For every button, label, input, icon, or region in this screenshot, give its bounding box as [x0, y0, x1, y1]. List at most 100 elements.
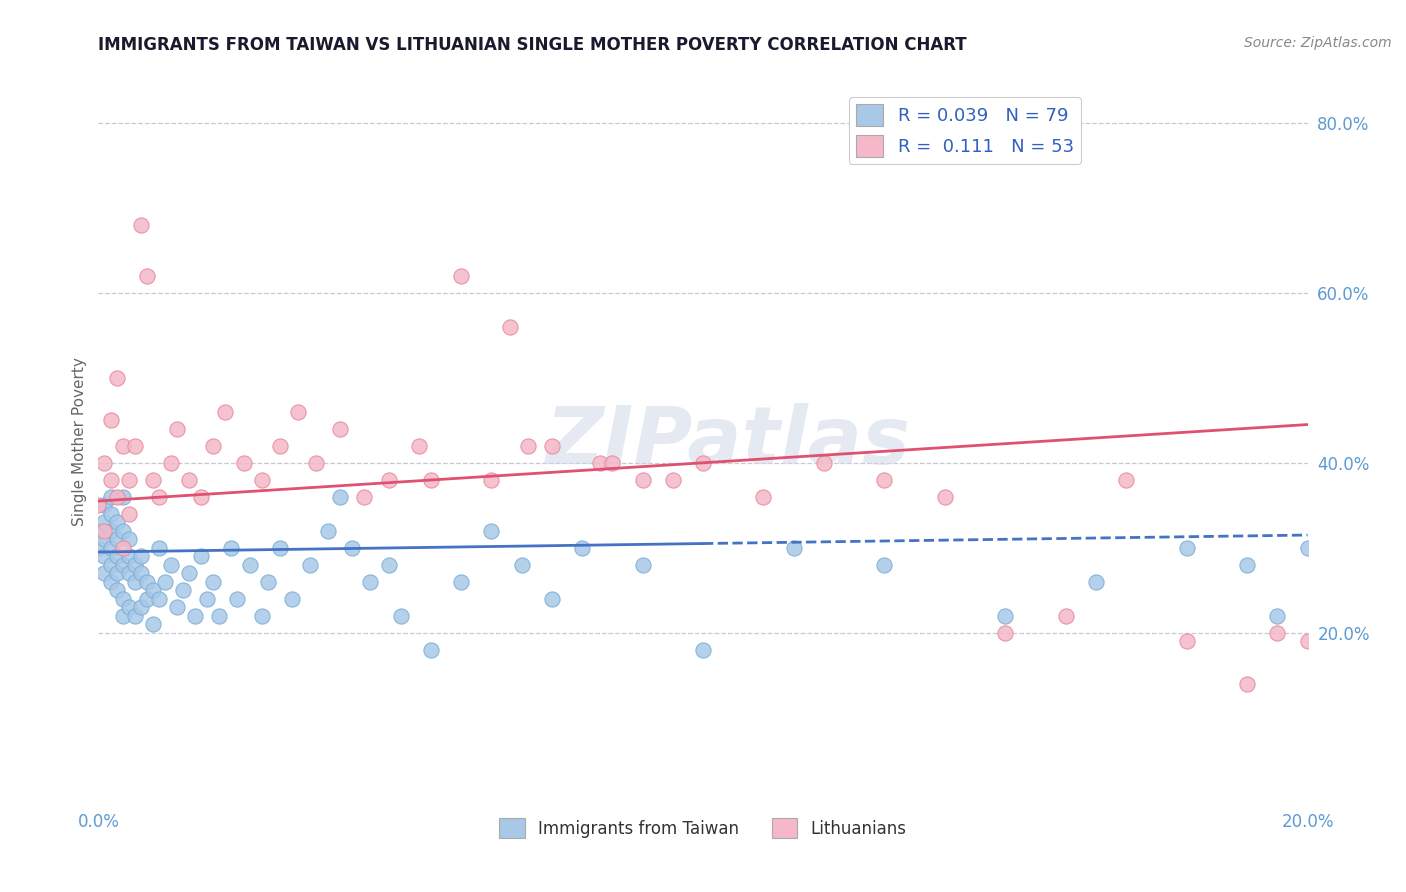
Point [172, 583, 194, 598]
Point [420, 473, 443, 487]
Point [118, 533, 141, 547]
Point [1085, 574, 1108, 589]
Point [752, 490, 775, 504]
Point [153, 574, 176, 589]
Point [100, 507, 122, 521]
Point [93, 566, 115, 581]
Point [93, 456, 115, 470]
Point [142, 617, 165, 632]
Point [589, 456, 612, 470]
Point [353, 490, 375, 504]
Point [111, 558, 134, 572]
Point [631, 558, 654, 572]
Point [481, 473, 503, 487]
Point [692, 456, 714, 470]
Point [1054, 608, 1077, 623]
Point [1236, 558, 1258, 572]
Point [179, 473, 201, 487]
Point [190, 549, 212, 564]
Point [377, 473, 399, 487]
Point [100, 413, 122, 427]
Point [105, 371, 128, 385]
Text: Source: ZipAtlas.com: Source: ZipAtlas.com [1244, 36, 1392, 50]
Point [202, 574, 225, 589]
Point [661, 473, 683, 487]
Point [287, 405, 309, 419]
Point [540, 439, 562, 453]
Point [93, 524, 115, 538]
Point [481, 524, 503, 538]
Point [118, 507, 141, 521]
Point [214, 405, 236, 419]
Point [208, 608, 231, 623]
Point [1175, 541, 1198, 555]
Legend: Immigrants from Taiwan, Lithuanians: Immigrants from Taiwan, Lithuanians [494, 812, 912, 845]
Point [105, 490, 128, 504]
Point [160, 456, 183, 470]
Point [124, 558, 146, 572]
Point [342, 541, 364, 555]
Point [239, 558, 262, 572]
Point [571, 541, 593, 555]
Point [93, 516, 115, 530]
Point [994, 608, 1017, 623]
Point [510, 558, 533, 572]
Point [783, 541, 806, 555]
Point [179, 566, 201, 581]
Point [129, 218, 152, 232]
Point [631, 473, 654, 487]
Point [250, 608, 273, 623]
Point [105, 583, 128, 598]
Point [135, 574, 157, 589]
Text: ZIPatlas: ZIPatlas [544, 402, 910, 481]
Point [813, 456, 835, 470]
Point [87, 498, 110, 512]
Point [111, 608, 134, 623]
Point [160, 558, 183, 572]
Point [305, 456, 328, 470]
Point [420, 642, 443, 657]
Point [994, 625, 1017, 640]
Point [105, 533, 128, 547]
Point [105, 549, 128, 564]
Point [281, 591, 304, 606]
Point [184, 608, 207, 623]
Point [389, 608, 412, 623]
Point [498, 319, 520, 334]
Point [111, 591, 134, 606]
Point [111, 439, 134, 453]
Point [148, 490, 170, 504]
Point [250, 473, 273, 487]
Point [100, 541, 122, 555]
Point [329, 422, 352, 436]
Point [124, 439, 146, 453]
Point [93, 533, 115, 547]
Point [540, 591, 562, 606]
Point [118, 549, 141, 564]
Point [190, 490, 212, 504]
Point [87, 541, 110, 555]
Point [1296, 634, 1319, 648]
Point [93, 549, 115, 564]
Point [105, 516, 128, 530]
Point [93, 498, 115, 512]
Point [377, 558, 399, 572]
Point [87, 524, 110, 538]
Point [1267, 608, 1289, 623]
Point [100, 524, 122, 538]
Point [118, 600, 141, 615]
Point [118, 473, 141, 487]
Point [408, 439, 430, 453]
Point [100, 574, 122, 589]
Point [142, 583, 165, 598]
Point [129, 566, 152, 581]
Point [232, 456, 254, 470]
Point [221, 541, 243, 555]
Point [1175, 634, 1198, 648]
Point [166, 600, 188, 615]
Point [124, 608, 146, 623]
Point [1236, 677, 1258, 691]
Point [1267, 625, 1289, 640]
Point [135, 591, 157, 606]
Point [316, 524, 339, 538]
